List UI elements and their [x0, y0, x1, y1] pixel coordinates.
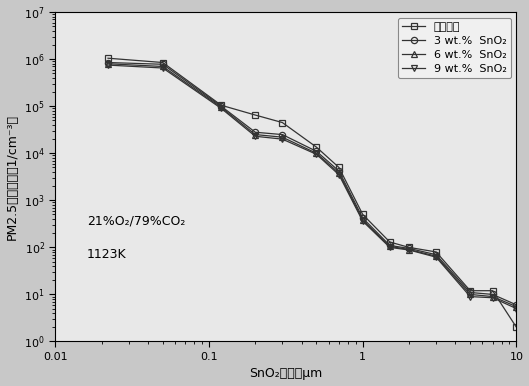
- 3 wt.%  SnO₂: [406, 246, 412, 251]
- 6 wt.%  SnO₂: [313, 151, 320, 156]
- 6 wt.%  SnO₂: [406, 247, 412, 252]
- 3 wt.%  SnO₂: [218, 104, 224, 108]
- 6 wt.%  SnO₂: [467, 292, 473, 297]
- 9 wt.%  SnO₂: [160, 66, 166, 70]
- 无添加剂: [467, 288, 473, 293]
- Line: 6 wt.%  SnO₂: 6 wt.% SnO₂: [105, 61, 519, 310]
- 9 wt.%  SnO₂: [467, 294, 473, 299]
- 无添加剂: [360, 212, 366, 217]
- Legend: 无添加剂, 3 wt.%  SnO₂, 6 wt.%  SnO₂, 9 wt.%  SnO₂: 无添加剂, 3 wt.% SnO₂, 6 wt.% SnO₂, 9 wt.% S…: [398, 18, 511, 78]
- 3 wt.%  SnO₂: [279, 132, 286, 137]
- 9 wt.%  SnO₂: [433, 255, 439, 259]
- 9 wt.%  SnO₂: [336, 173, 342, 177]
- 无添加剂: [105, 56, 111, 61]
- 9 wt.%  SnO₂: [360, 219, 366, 223]
- 6 wt.%  SnO₂: [336, 171, 342, 175]
- 无添加剂: [218, 103, 224, 108]
- 无添加剂: [489, 288, 496, 293]
- 9 wt.%  SnO₂: [406, 248, 412, 252]
- 9 wt.%  SnO₂: [513, 306, 519, 311]
- Line: 3 wt.%  SnO₂: 3 wt.% SnO₂: [105, 59, 519, 308]
- 6 wt.%  SnO₂: [433, 254, 439, 259]
- Text: 1123K: 1123K: [87, 248, 126, 261]
- 无添加剂: [313, 145, 320, 149]
- 6 wt.%  SnO₂: [513, 304, 519, 309]
- 3 wt.%  SnO₂: [336, 169, 342, 173]
- 9 wt.%  SnO₂: [489, 295, 496, 300]
- 3 wt.%  SnO₂: [467, 290, 473, 295]
- 无添加剂: [513, 325, 519, 330]
- 6 wt.%  SnO₂: [105, 61, 111, 66]
- 6 wt.%  SnO₂: [252, 132, 259, 137]
- Y-axis label: PM2.5数量浓度（1/cm⁻³）: PM2.5数量浓度（1/cm⁻³）: [6, 114, 19, 240]
- 9 wt.%  SnO₂: [387, 245, 393, 250]
- X-axis label: SnO₂粒径／μm: SnO₂粒径／μm: [249, 367, 323, 381]
- 9 wt.%  SnO₂: [252, 134, 259, 139]
- 3 wt.%  SnO₂: [513, 303, 519, 307]
- 3 wt.%  SnO₂: [105, 60, 111, 65]
- 6 wt.%  SnO₂: [279, 135, 286, 139]
- 无添加剂: [336, 165, 342, 170]
- 3 wt.%  SnO₂: [489, 292, 496, 297]
- 无添加剂: [387, 240, 393, 244]
- 3 wt.%  SnO₂: [160, 62, 166, 67]
- 6 wt.%  SnO₂: [489, 294, 496, 299]
- 9 wt.%  SnO₂: [218, 106, 224, 111]
- 无添加剂: [160, 60, 166, 65]
- 3 wt.%  SnO₂: [387, 243, 393, 248]
- 6 wt.%  SnO₂: [360, 218, 366, 222]
- 无添加剂: [279, 120, 286, 125]
- Line: 9 wt.%  SnO₂: 9 wt.% SnO₂: [105, 62, 519, 312]
- 3 wt.%  SnO₂: [313, 149, 320, 154]
- 9 wt.%  SnO₂: [313, 152, 320, 157]
- 无添加剂: [433, 250, 439, 254]
- 3 wt.%  SnO₂: [433, 252, 439, 257]
- 6 wt.%  SnO₂: [387, 244, 393, 249]
- 6 wt.%  SnO₂: [218, 105, 224, 110]
- 3 wt.%  SnO₂: [360, 216, 366, 220]
- 无添加剂: [406, 245, 412, 250]
- 6 wt.%  SnO₂: [160, 64, 166, 69]
- 9 wt.%  SnO₂: [279, 137, 286, 141]
- Line: 无添加剂: 无添加剂: [105, 55, 519, 330]
- 9 wt.%  SnO₂: [105, 63, 111, 68]
- 无添加剂: [252, 113, 259, 117]
- 3 wt.%  SnO₂: [252, 130, 259, 135]
- Text: 21%O₂/79%CO₂: 21%O₂/79%CO₂: [87, 215, 185, 228]
